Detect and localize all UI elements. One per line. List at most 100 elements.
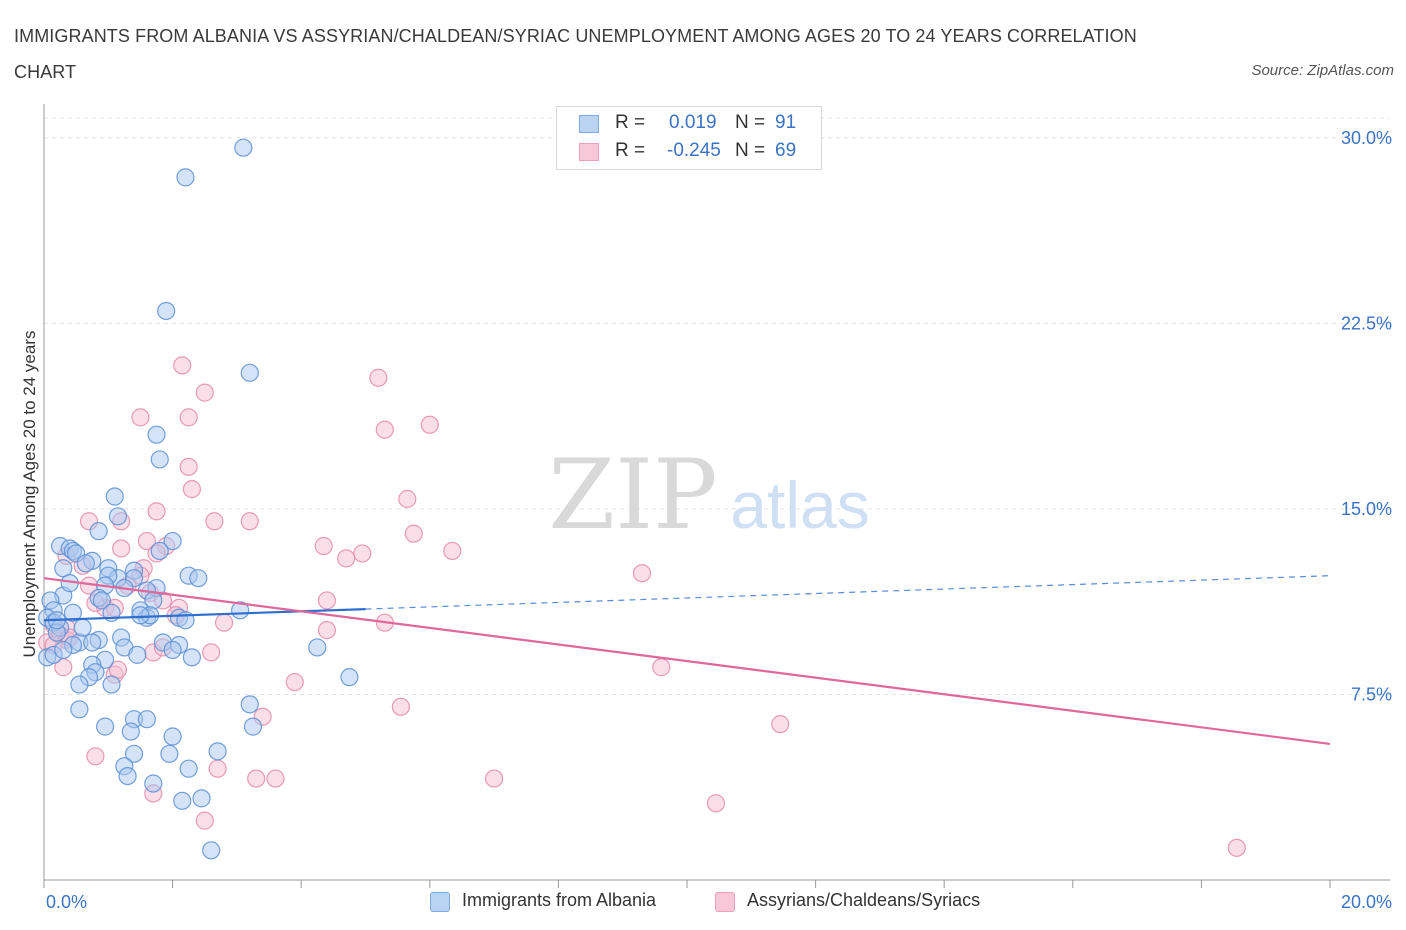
point-albania	[189, 569, 208, 588]
series-albania-points	[38, 138, 359, 860]
y-tick-label: 15.0%	[1341, 499, 1392, 519]
x-tick-label-start: 0.0%	[46, 892, 87, 912]
series-assyrian-points	[38, 356, 1246, 857]
point-albania	[54, 640, 73, 660]
legend-swatch-assyrian	[579, 143, 599, 161]
point-assyrian	[404, 524, 423, 543]
point-assyrian	[485, 769, 504, 788]
y-tick-label: 7.5%	[1351, 684, 1392, 704]
point-assyrian	[285, 672, 304, 692]
point-albania	[234, 138, 253, 157]
point-assyrian	[632, 564, 652, 583]
watermark-zip: ZIP	[548, 439, 717, 551]
point-assyrian	[86, 747, 105, 766]
point-albania	[208, 742, 227, 761]
point-albania	[121, 722, 140, 741]
point-albania	[102, 675, 121, 694]
watermark-atlas: atlas	[730, 468, 869, 542]
trend-line-albania	[43, 607, 366, 622]
legend-n-label: N =	[735, 140, 766, 161]
legend: R = 0.019 N = 91 R = -0.245 N = 69	[556, 106, 822, 170]
point-assyrian	[173, 356, 192, 375]
point-albania	[179, 759, 198, 778]
legend-r-label: R =	[615, 112, 646, 133]
point-albania	[192, 789, 211, 808]
point-albania	[243, 717, 263, 736]
point-albania	[240, 695, 259, 714]
trend-line-albania-extension	[365, 575, 1331, 610]
y-axis-label-text: Unemployment Among Ages 20 to 24 years	[20, 330, 39, 658]
chart-title: IMMIGRANTS FROM ALBANIA VS ASSYRIAN/CHAL…	[14, 26, 1137, 82]
point-assyrian	[706, 794, 726, 813]
point-albania	[240, 363, 259, 382]
point-assyrian	[131, 408, 150, 427]
point-albania	[163, 640, 182, 660]
legend-r-label: R =	[615, 140, 646, 161]
trend-line-assyrian	[43, 577, 1331, 746]
point-albania	[163, 727, 182, 746]
bottom-legend-swatch-assyrian	[715, 892, 735, 912]
x-tick-label-end: 20.0%	[1341, 892, 1392, 912]
legend-r-value-albania: 0.019	[669, 112, 717, 133]
point-albania	[108, 507, 128, 526]
point-assyrian	[353, 544, 372, 563]
legend-n-value-albania: 91	[775, 112, 797, 133]
point-assyrian	[195, 383, 214, 402]
point-assyrian	[391, 697, 410, 716]
legend-n-label: N =	[735, 112, 766, 133]
y-tick-label: 30.0%	[1341, 128, 1392, 148]
point-albania	[160, 744, 179, 763]
point-albania	[157, 301, 176, 321]
point-assyrian	[1227, 838, 1246, 857]
point-albania	[308, 638, 327, 657]
point-albania	[176, 168, 195, 187]
point-assyrian	[240, 512, 259, 531]
point-albania	[89, 522, 108, 541]
point-albania	[95, 717, 115, 736]
point-albania	[147, 425, 166, 444]
point-assyrian	[652, 658, 671, 677]
source-label: Source: ZipAtlas.com	[1251, 62, 1394, 79]
point-albania	[202, 841, 221, 860]
point-albania	[144, 774, 163, 793]
bottom-legend-label-albania: Immigrants from Albania	[462, 890, 657, 910]
point-albania	[105, 487, 124, 506]
point-assyrian	[208, 759, 227, 778]
point-assyrian	[147, 502, 166, 521]
y-tick-label: 22.5%	[1341, 313, 1392, 333]
point-albania	[340, 668, 359, 687]
point-albania	[92, 591, 111, 610]
point-albania	[163, 531, 182, 551]
point-assyrian	[337, 549, 356, 568]
point-albania	[182, 648, 201, 667]
bottom-legend-label-assyrian: Assyrians/Chaldeans/Syriacs	[747, 890, 981, 910]
point-assyrian	[369, 368, 388, 387]
point-albania	[150, 541, 169, 561]
point-assyrian	[182, 480, 201, 499]
point-assyrian	[398, 489, 417, 509]
axes	[43, 104, 1390, 888]
legend-swatch-albania	[579, 115, 599, 133]
point-assyrian	[375, 420, 394, 439]
point-assyrian	[137, 531, 156, 551]
point-assyrian	[420, 415, 439, 434]
bottom-legend-swatch-albania	[430, 892, 450, 912]
watermark: ZIP atlas	[548, 439, 869, 551]
point-assyrian	[179, 457, 198, 476]
point-assyrian	[247, 769, 266, 788]
point-albania	[150, 450, 169, 469]
point-assyrian	[317, 621, 337, 640]
legend-n-value-assyrian: 69	[775, 140, 797, 161]
point-assyrian	[179, 408, 198, 427]
point-assyrian	[205, 512, 224, 531]
point-albania	[73, 618, 92, 637]
point-assyrian	[314, 536, 333, 556]
point-albania	[83, 633, 102, 652]
point-albania	[118, 766, 137, 786]
point-albania	[63, 603, 83, 622]
legend-r-value-assyrian: -0.245	[667, 140, 721, 161]
point-albania	[70, 675, 89, 694]
point-assyrian	[112, 539, 131, 558]
point-assyrian	[202, 643, 221, 662]
